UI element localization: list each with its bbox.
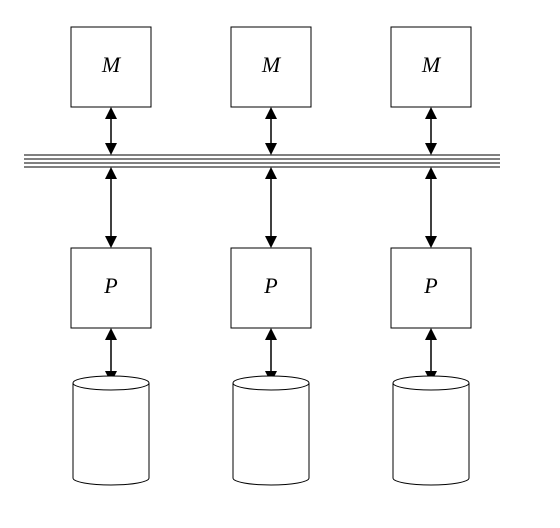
arrow-mem-bus-2-head-down	[425, 143, 437, 155]
processor-label-2: P	[423, 273, 437, 298]
memory-label-0: M	[101, 52, 122, 77]
arrow-mem-bus-2-head-up	[425, 107, 437, 119]
arrow-proc-disk-2-head-up	[425, 328, 437, 340]
arrow-bus-proc-2-head-up	[425, 167, 437, 179]
memory-label-2: M	[421, 52, 442, 77]
arrow-mem-bus-0-head-up	[105, 107, 117, 119]
arrow-mem-bus-1-head-up	[265, 107, 277, 119]
disk-2-top-arc	[393, 376, 469, 383]
arrow-proc-disk-0-head-up	[105, 328, 117, 340]
disk-1-top-arc	[233, 376, 309, 383]
processor-label-0: P	[103, 273, 117, 298]
arrow-bus-proc-0-head-down	[105, 236, 117, 248]
arrow-mem-bus-0-head-down	[105, 143, 117, 155]
disk-0-top-arc	[73, 376, 149, 383]
arrow-bus-proc-1-head-up	[265, 167, 277, 179]
processor-label-1: P	[263, 273, 277, 298]
arrow-bus-proc-1-head-down	[265, 236, 277, 248]
disk-0-body	[73, 383, 149, 485]
memory-label-1: M	[261, 52, 282, 77]
architecture-diagram: M P M P M P	[0, 0, 560, 528]
arrow-proc-disk-1-head-up	[265, 328, 277, 340]
disk-2-body	[393, 383, 469, 485]
arrow-mem-bus-1-head-down	[265, 143, 277, 155]
arrow-bus-proc-2-head-down	[425, 236, 437, 248]
arrow-bus-proc-0-head-up	[105, 167, 117, 179]
disk-1-body	[233, 383, 309, 485]
